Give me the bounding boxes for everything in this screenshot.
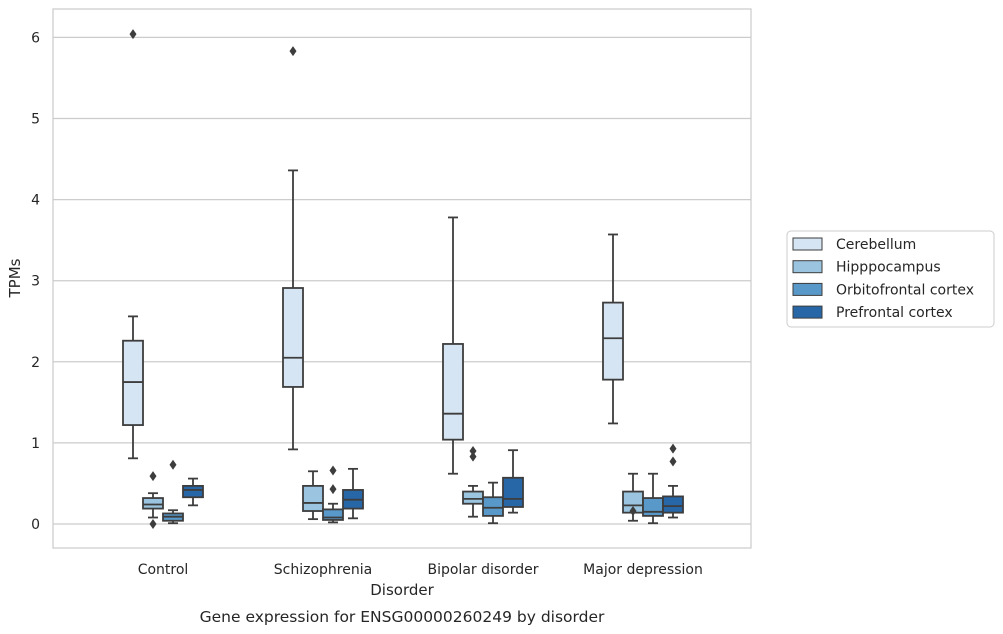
box-1-0 — [142, 471, 164, 529]
box-3-1 — [342, 467, 364, 520]
legend-swatch — [792, 282, 823, 296]
x-axis-label: Disorder — [370, 581, 434, 599]
y-tick-label: 2 — [31, 355, 40, 371]
outlier-point — [129, 29, 137, 40]
box-3-3 — [662, 443, 684, 519]
legend-label: Cerebellum — [836, 237, 916, 253]
box-2-3 — [642, 472, 664, 525]
box-2-0 — [162, 459, 184, 525]
box-iqr — [502, 476, 524, 508]
box-iqr — [462, 490, 484, 505]
box-iqr — [442, 343, 464, 441]
box-iqr — [282, 287, 304, 388]
x-tick-label: Bipolar disorder — [427, 562, 538, 578]
legend: Cerebellum Hipppocampus Orbitofrontal cort… — [786, 230, 995, 328]
y-tick-label: 0 — [31, 517, 40, 533]
gridlines — [53, 36, 751, 525]
legend-label: Orbitofrontal cortex — [836, 282, 974, 298]
box-1-3 — [622, 472, 644, 522]
box-3-2 — [502, 449, 524, 514]
box-iqr — [182, 484, 204, 499]
y-tick-label: 4 — [31, 193, 40, 209]
outlier-point — [149, 519, 157, 529]
y-axis-ticks: 0 1 2 3 4 5 6 — [31, 30, 40, 533]
y-tick-label: 3 — [31, 274, 40, 290]
outlier-point — [289, 46, 297, 57]
x-axis-ticks: Control Schizophrenia Bipolar disorder Majo… — [138, 562, 703, 578]
y-axis-label: TPMs — [6, 258, 24, 298]
outlier-point — [669, 456, 677, 467]
box-1-1 — [302, 470, 324, 521]
box-0-2 — [442, 216, 464, 475]
box-2-1 — [322, 465, 344, 524]
box-iqr — [482, 496, 504, 517]
box-3-0 — [182, 477, 204, 507]
x-tick-label: Control — [138, 562, 189, 578]
outlier-point — [169, 459, 177, 470]
y-tick-label: 6 — [31, 30, 40, 46]
outlier-point — [469, 451, 477, 462]
x-tick-label: Schizophrenia — [274, 562, 372, 578]
y-tick-label: 5 — [31, 112, 40, 128]
box-0-1 — [282, 46, 304, 451]
outlier-point — [149, 471, 157, 482]
plot-area-frame — [52, 8, 752, 549]
legend-swatch — [792, 260, 823, 274]
box-marks — [122, 29, 684, 529]
box-iqr — [302, 484, 324, 512]
x-tick-label: Major depression — [583, 562, 703, 578]
box-1-2 — [462, 446, 484, 518]
box-0-3 — [602, 233, 624, 425]
y-tick-label: 1 — [31, 436, 40, 452]
box-iqr — [142, 497, 164, 510]
outlier-point — [629, 506, 637, 517]
chart-title: Gene expression for ENSG00000260249 by d… — [200, 608, 605, 626]
box-iqr — [602, 301, 624, 381]
box-iqr — [642, 497, 664, 517]
box-iqr — [322, 508, 344, 521]
legend-swatch — [792, 237, 823, 251]
legend-items: Cerebellum Hipppocampus Orbitofrontal cort… — [792, 237, 974, 321]
box-iqr — [662, 495, 684, 514]
box-2-2 — [482, 481, 504, 525]
outlier-point — [329, 484, 337, 495]
legend-frame — [786, 230, 995, 328]
box-0-0 — [122, 29, 144, 460]
outlier-point — [469, 446, 477, 457]
legend-swatch — [792, 305, 823, 319]
legend-label: Prefrontal cortex — [836, 305, 953, 321]
legend-label: Hipppocampus — [836, 260, 941, 276]
outlier-point — [669, 443, 677, 454]
outlier-point — [329, 465, 337, 476]
